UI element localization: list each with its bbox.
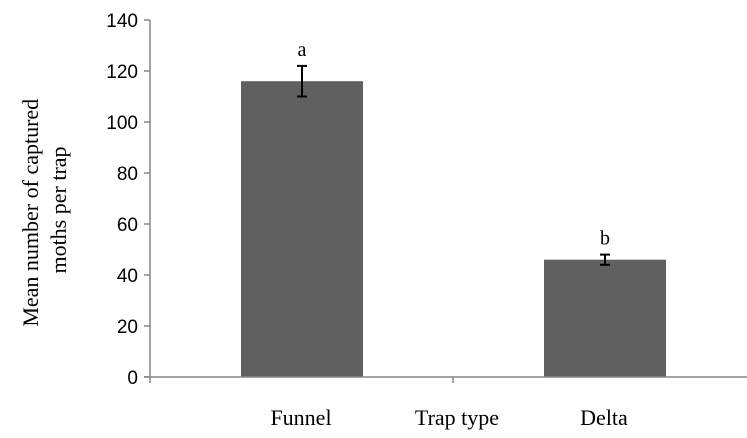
y-axis-title-line-1: Mean number of captured: [18, 99, 43, 327]
y-tick-label: 80: [117, 164, 138, 185]
bar-delta: [544, 259, 666, 377]
error-bars-layer: [297, 64, 610, 266]
significance-letter-funnel: a: [298, 39, 307, 61]
y-tick-label: 0: [127, 368, 138, 389]
y-ticks-layer: 0 20 40 60 80 100 120 140: [106, 11, 150, 389]
bars-layer: [241, 81, 666, 377]
y-tick-label: 40: [117, 266, 138, 287]
x-axis-title: Trap type: [415, 405, 499, 430]
y-tick-label: 140: [106, 11, 138, 32]
y-axis-title: Mean number of captured moths per trap: [18, 93, 71, 326]
error-bar-funnel: [297, 64, 307, 98]
y-axis-title-line-2: moths per trap: [46, 146, 71, 273]
x-labels-layer: Funnel Delta: [270, 405, 628, 430]
y-tick-label: 20: [117, 317, 138, 338]
significance-letters-layer: ab: [298, 39, 610, 250]
y-tick-label: 100: [106, 113, 138, 134]
y-tick-label: 120: [106, 62, 138, 83]
bar-funnel: [241, 81, 363, 377]
x-tick-label-funnel: Funnel: [270, 405, 331, 430]
x-tick-label-delta: Delta: [580, 405, 628, 430]
y-tick-label: 60: [117, 215, 138, 236]
error-bar-delta: [600, 253, 610, 266]
significance-letter-delta: b: [600, 228, 610, 250]
axes-layer: [144, 20, 747, 383]
